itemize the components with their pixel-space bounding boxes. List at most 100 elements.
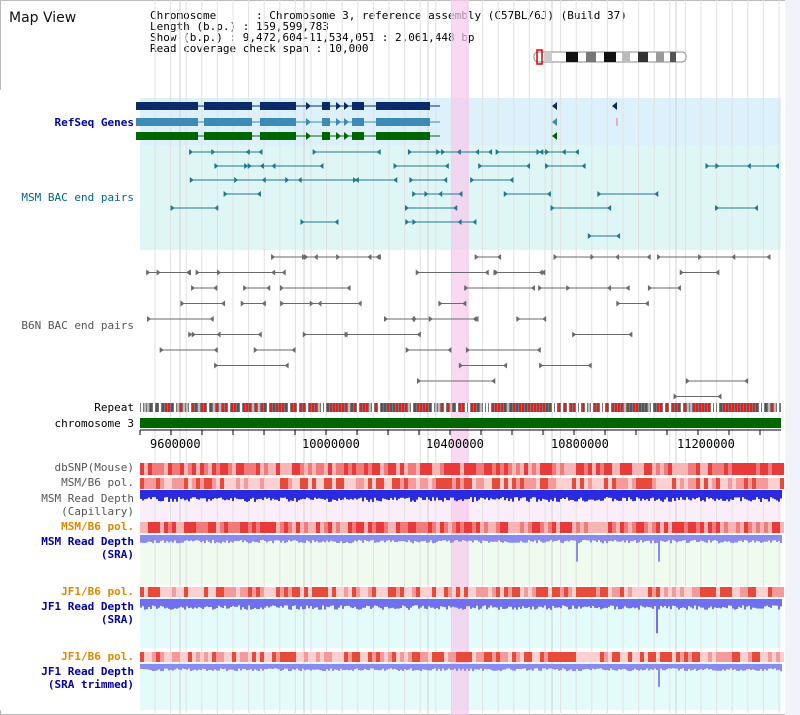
- heat-cell: [480, 478, 484, 489]
- heat-cell: [220, 652, 224, 662]
- refseq-genes-track[interactable]: [136, 102, 618, 140]
- repeat-mark: [255, 403, 257, 412]
- track-label-chromosome[interactable]: chromosome 3: [54, 417, 134, 430]
- heat-cell: [612, 478, 616, 489]
- chromosome-ideogram[interactable]: [533, 49, 687, 65]
- depth-bar: [752, 535, 754, 541]
- depth-bar: [736, 599, 738, 609]
- track-label-jf1-sra-1[interactable]: JF1 Read Depth: [41, 600, 134, 613]
- track-label-msm-b6-pol-1[interactable]: MSM/B6 pol.: [61, 476, 134, 489]
- msm-bac-track[interactable]: [170, 149, 779, 239]
- depth-bar: [448, 535, 450, 541]
- heat-cell: [192, 463, 196, 475]
- heat-cell: [396, 463, 400, 475]
- gene-arrow: [306, 118, 311, 126]
- depth-tracks[interactable]: [140, 490, 782, 687]
- heat-cell: [408, 478, 412, 489]
- depth-bar: [148, 664, 150, 670]
- heat-cell: [564, 463, 568, 475]
- b6n-bac-pair-end: [541, 269, 546, 276]
- depth-bar: [146, 664, 148, 670]
- depth-bar: [690, 490, 692, 501]
- depth-bar: [744, 664, 746, 671]
- heat-tracks[interactable]: [140, 463, 784, 662]
- depth-bar: [498, 599, 500, 610]
- depth-bar: [268, 599, 270, 608]
- heat-cell: [712, 478, 716, 489]
- heat-cell: [208, 522, 212, 533]
- track-label-b6n-bac[interactable]: B6N BAC end pairs: [21, 319, 134, 332]
- heat-cell: [228, 587, 232, 597]
- depth-bar: [470, 490, 472, 498]
- depth-bar: [280, 599, 282, 607]
- track-label-msm-sra-1[interactable]: MSM Read Depth: [41, 535, 134, 548]
- track-label-msm-cap-1[interactable]: MSM Read Depth: [41, 492, 134, 505]
- heat-cell: [436, 478, 440, 489]
- heat-cell: [320, 652, 324, 662]
- depth-bar: [338, 664, 340, 671]
- depth-bar: [348, 664, 350, 671]
- track-label-dbsnp[interactable]: dbSNP(Mouse): [54, 461, 134, 474]
- repeat-mark: [201, 403, 203, 412]
- track-label-repeat[interactable]: Repeat: [94, 401, 134, 414]
- depth-bar: [224, 490, 226, 501]
- depth-bar: [428, 535, 430, 543]
- depth-bar: [776, 490, 778, 501]
- heat-cell: [620, 652, 624, 662]
- heat-cell: [336, 522, 340, 533]
- repeat-mark: [498, 403, 500, 412]
- depth-bar: [342, 535, 344, 544]
- depth-bar: [742, 664, 744, 671]
- repeat-mark: [393, 403, 395, 412]
- heat-cell: [576, 652, 580, 662]
- heat-cell: [624, 652, 628, 662]
- depth-bar: [438, 599, 440, 610]
- track-label-jf1-trim-1[interactable]: JF1 Read Depth: [41, 665, 134, 678]
- depth-bar: [374, 599, 376, 606]
- track-label-msm-b6-pol-2[interactable]: MSM/B6 pol.: [61, 520, 134, 533]
- depth-bar: [270, 490, 272, 501]
- heat-cell: [260, 587, 264, 597]
- chromosome-bar[interactable]: [140, 418, 781, 428]
- track-label-msm-bac[interactable]: MSM BAC end pairs: [21, 191, 134, 204]
- heat-cell: [184, 587, 188, 597]
- heat-cell: [552, 587, 556, 597]
- depth-bar: [770, 599, 772, 608]
- repeat-mark: [774, 403, 776, 412]
- heat-cell: [336, 652, 340, 662]
- b6n-bac-pair-end: [572, 331, 577, 338]
- heat-cell: [764, 522, 768, 533]
- depth-bar: [190, 599, 192, 608]
- heat-cell: [408, 463, 412, 475]
- depth-bar: [318, 490, 320, 499]
- depth-bar: [308, 490, 310, 499]
- depth-bar: [408, 664, 410, 670]
- depth-bar: [402, 490, 404, 498]
- depth-bar: [546, 490, 548, 500]
- track-label-jf1-b6-pol-2[interactable]: JF1/B6 pol.: [61, 650, 134, 663]
- heat-cell: [192, 478, 196, 489]
- depth-bar: [324, 535, 326, 543]
- depth-bar: [244, 664, 246, 670]
- depth-bar: [614, 535, 616, 540]
- depth-bar: [382, 599, 384, 610]
- heat-cell: [524, 522, 528, 533]
- heat-cell: [320, 478, 324, 489]
- depth-bar: [210, 535, 212, 544]
- heat-cell: [704, 478, 708, 489]
- depth-bar: [702, 490, 704, 501]
- track-label-jf1-b6-pol-1[interactable]: JF1/B6 pol.: [61, 585, 134, 598]
- heat-cell: [416, 478, 420, 489]
- repeat-mark: [687, 403, 689, 412]
- repeat-mark: [651, 403, 653, 412]
- heat-cell: [596, 587, 600, 597]
- depth-bar: [354, 664, 356, 670]
- depth-bar: [560, 599, 562, 609]
- heat-cell: [716, 478, 720, 489]
- track-label-refseq[interactable]: RefSeq Genes: [54, 116, 134, 129]
- b6n-bac-track[interactable]: [146, 254, 771, 400]
- heat-cell: [608, 478, 612, 489]
- depth-bar: [598, 664, 600, 669]
- heat-cell: [480, 652, 484, 662]
